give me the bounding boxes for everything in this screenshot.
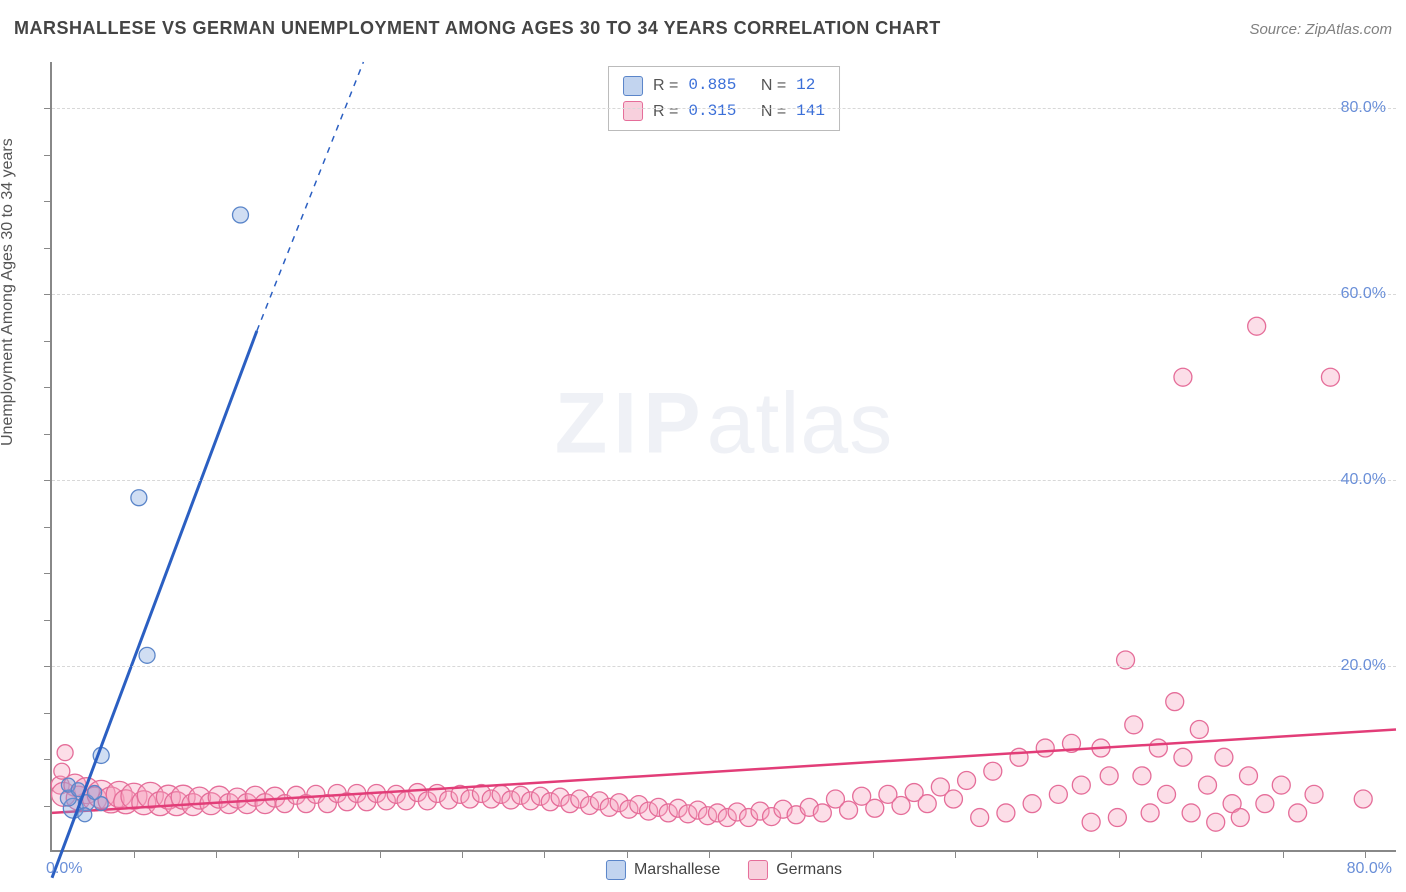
- y-tick: [44, 201, 52, 202]
- x-origin-label: 0.0%: [46, 860, 82, 878]
- legend-stats-row-2: R = 0.315 N = 141: [623, 99, 825, 125]
- y-tick-label: 20.0%: [1341, 657, 1386, 675]
- legend-stats: R = 0.885 N = 12 R = 0.315 N = 141: [608, 66, 840, 131]
- gridline: [52, 108, 1396, 109]
- y-axis-title: Unemployment Among Ages 30 to 34 years: [0, 138, 17, 446]
- x-end-label: 80.0%: [1347, 860, 1392, 878]
- y-tick: [44, 713, 52, 714]
- x-tick: [462, 850, 463, 858]
- y-tick: [44, 527, 52, 528]
- y-tick: [44, 806, 52, 807]
- chart-svg: [52, 62, 1396, 850]
- x-tick: [709, 850, 710, 858]
- x-tick: [544, 850, 545, 858]
- x-tick: [627, 850, 628, 858]
- gridline: [52, 666, 1396, 667]
- r-value: 0.885: [688, 73, 736, 99]
- n-label: N =: [761, 73, 786, 99]
- swatch-pink-icon: [623, 101, 643, 121]
- y-tick: [44, 387, 52, 388]
- legend-item-germans: Germans: [748, 860, 842, 880]
- y-tick-label: 40.0%: [1341, 471, 1386, 489]
- y-tick: [44, 620, 52, 621]
- n-value: 12: [796, 73, 815, 99]
- y-tick: [44, 294, 52, 295]
- chart-title: MARSHALLESE VS GERMAN UNEMPLOYMENT AMONG…: [14, 18, 941, 39]
- x-tick: [134, 850, 135, 858]
- x-tick: [1119, 850, 1120, 858]
- n-value: 141: [796, 99, 825, 125]
- y-tick: [44, 155, 52, 156]
- x-tick: [873, 850, 874, 858]
- legend-label: Germans: [776, 861, 842, 879]
- gridline: [52, 480, 1396, 481]
- x-tick: [791, 850, 792, 858]
- y-tick: [44, 480, 52, 481]
- gridline: [52, 294, 1396, 295]
- y-tick: [44, 248, 52, 249]
- x-tick: [1365, 850, 1366, 858]
- y-tick: [44, 108, 52, 109]
- x-tick: [298, 850, 299, 858]
- x-tick: [216, 850, 217, 858]
- legend-item-marshallese: Marshallese: [606, 860, 720, 880]
- y-tick: [44, 434, 52, 435]
- r-value: 0.315: [688, 99, 736, 125]
- x-tick: [1283, 850, 1284, 858]
- x-tick: [1201, 850, 1202, 858]
- chart-header: MARSHALLESE VS GERMAN UNEMPLOYMENT AMONG…: [14, 18, 1392, 39]
- y-tick-label: 80.0%: [1341, 99, 1386, 117]
- n-label: N =: [761, 99, 786, 125]
- y-tick: [44, 666, 52, 667]
- x-tick: [1037, 850, 1038, 858]
- x-tick: [955, 850, 956, 858]
- legend-series: Marshallese Germans: [606, 860, 842, 880]
- y-tick-label: 60.0%: [1341, 285, 1386, 303]
- swatch-pink-icon: [748, 860, 768, 880]
- r-label: R =: [653, 99, 678, 125]
- y-tick: [44, 759, 52, 760]
- swatch-blue-icon: [623, 76, 643, 96]
- r-label: R =: [653, 73, 678, 99]
- y-tick: [44, 573, 52, 574]
- legend-label: Marshallese: [634, 861, 720, 879]
- y-tick: [44, 341, 52, 342]
- x-tick: [380, 850, 381, 858]
- swatch-blue-icon: [606, 860, 626, 880]
- legend-stats-row-1: R = 0.885 N = 12: [623, 73, 825, 99]
- plot-area: ZIPatlas R = 0.885 N = 12 R = 0.315 N = …: [50, 62, 1396, 852]
- source-attribution: Source: ZipAtlas.com: [1249, 21, 1392, 38]
